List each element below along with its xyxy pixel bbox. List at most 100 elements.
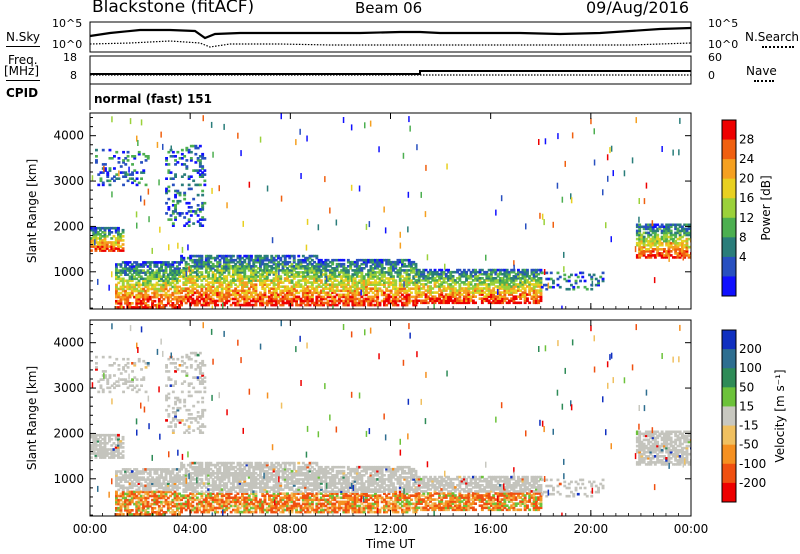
power-cell [232, 271, 235, 274]
power-cell [191, 254, 195, 258]
velocity-cell [223, 478, 226, 481]
power-cell [638, 241, 642, 245]
power-cell [526, 293, 529, 296]
power-cell [389, 295, 393, 299]
power-cell [485, 293, 489, 296]
velocity-cell [153, 494, 157, 498]
power-cell [635, 237, 639, 241]
power-cell [685, 241, 689, 245]
power-cell [227, 254, 231, 258]
power-cell [168, 244, 170, 251]
power-cell [105, 235, 109, 238]
power-cell [238, 303, 242, 307]
velocity-cell [99, 448, 102, 451]
power-cell [292, 277, 296, 280]
power-cell [335, 283, 339, 286]
power-cell [401, 279, 404, 282]
power-cell [342, 267, 346, 270]
power-cell [449, 295, 453, 298]
power-cell [649, 223, 653, 227]
power-cell [297, 303, 301, 307]
power-cell [243, 254, 247, 258]
velocity-cell [234, 486, 238, 489]
power-cell [369, 295, 373, 299]
power-cell [528, 301, 532, 305]
velocity-cell [214, 494, 217, 497]
power-cell [286, 291, 289, 295]
power-cell [198, 301, 202, 305]
velocity-cell [171, 468, 175, 471]
velocity-cell [178, 496, 181, 500]
power-cell [485, 277, 489, 280]
power-cell [250, 299, 253, 303]
power-cell [394, 291, 398, 295]
power-cell [346, 265, 350, 268]
power-cell [552, 285, 555, 289]
power-cell [171, 281, 175, 285]
velocity-cell [186, 502, 190, 506]
power-cell [198, 161, 202, 164]
power-cell [467, 285, 471, 288]
power-cell [424, 268, 428, 272]
power-cell [532, 283, 536, 286]
power-cell [201, 201, 205, 205]
power-cell [456, 299, 459, 303]
power-cell [387, 289, 391, 293]
power-cell [331, 285, 335, 288]
power-cell [340, 262, 344, 266]
power-cell [405, 299, 409, 303]
power-cell [135, 171, 139, 174]
power-cell [174, 193, 177, 197]
velocity-cell [180, 463, 183, 467]
power-cell [353, 265, 357, 268]
power-cell [394, 279, 398, 282]
velocity-cell [112, 456, 116, 459]
power-cell [124, 265, 127, 268]
power-cell [175, 287, 179, 291]
power-cell [681, 254, 684, 257]
power-cell [272, 303, 276, 307]
power-cell [367, 279, 371, 282]
velocity-cell [121, 492, 125, 496]
power-cell [326, 265, 330, 268]
power-cell [647, 227, 651, 231]
power-cell [537, 272, 541, 276]
power-cell [326, 258, 330, 262]
power-cell [171, 304, 175, 307]
power-cell [517, 270, 520, 274]
power-cell [121, 277, 125, 281]
power-cell [324, 291, 328, 295]
power-cell [121, 281, 125, 285]
power-cell [669, 225, 673, 229]
power-cell [324, 265, 328, 268]
power-cell [159, 226, 161, 233]
power-cell [438, 299, 441, 303]
velocity-cell [218, 472, 222, 475]
power-cell [476, 289, 480, 292]
power-cell [162, 287, 166, 291]
power-cell [480, 283, 484, 286]
velocity-cell [223, 465, 226, 469]
power-cell [342, 271, 346, 274]
power-cell [360, 295, 364, 299]
power-cell [216, 260, 220, 264]
power-cell [160, 306, 163, 309]
power-cell [331, 271, 335, 274]
velocity-cell [153, 492, 157, 496]
power-cell [166, 277, 170, 281]
power-cell [238, 262, 242, 266]
power-cell [237, 132, 239, 139]
power-cell [198, 299, 202, 303]
power-cell [200, 295, 204, 299]
power-cell [371, 283, 375, 286]
velocity-cell [207, 463, 211, 467]
power-cell [638, 225, 642, 229]
power-cell [517, 295, 520, 298]
power-cell [412, 301, 416, 305]
velocity-cell [204, 461, 208, 465]
power-cell [537, 301, 541, 305]
power-cell [426, 277, 430, 280]
power-cell [685, 233, 689, 237]
power-cell [112, 226, 116, 230]
power-cell [196, 146, 200, 150]
